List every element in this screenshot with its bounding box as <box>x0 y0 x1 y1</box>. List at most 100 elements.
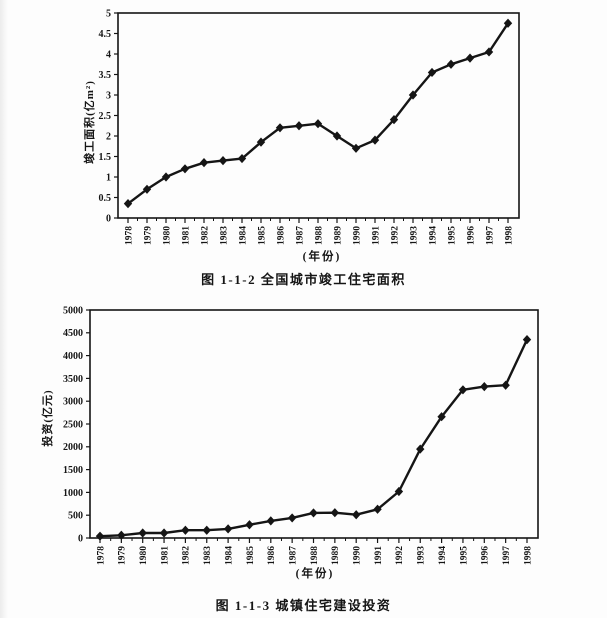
x-tick-label: 1990 <box>353 546 363 565</box>
x-tick-label: 1978 <box>124 226 134 245</box>
x-tick-label: 1988 <box>310 546 320 565</box>
data-point-marker <box>427 67 437 78</box>
y-tick-label: 2500 <box>63 419 83 430</box>
x-tick-label: 1987 <box>288 546 298 565</box>
data-point-marker <box>522 335 532 345</box>
x-tick-label: 1992 <box>390 226 400 245</box>
page-edge-shadow <box>0 0 8 618</box>
x-tick-label: 1982 <box>182 546 192 565</box>
x-tick-label: 1979 <box>143 226 153 245</box>
data-point-marker <box>142 184 152 194</box>
data-point-marker <box>389 115 399 125</box>
x-tick-label: 1989 <box>333 226 343 245</box>
data-point-marker <box>370 135 380 145</box>
plot-border <box>117 12 520 219</box>
data-point-marker <box>309 508 318 518</box>
y-tick-label: 2.5 <box>99 111 112 122</box>
data-point-marker <box>446 59 456 69</box>
data-point-marker <box>161 172 171 182</box>
data-point-marker <box>313 119 323 129</box>
y-tick-label: 1500 <box>63 465 83 476</box>
x-tick-label: 1996 <box>466 226 476 245</box>
y-tick-label: 3 <box>106 90 111 101</box>
data-point-marker <box>501 380 510 390</box>
x-tick-label: 1986 <box>276 226 286 245</box>
data-point-marker <box>237 153 247 164</box>
x-axis-unit-label-year-top: (年份) <box>302 251 342 263</box>
data-point-marker <box>266 516 275 526</box>
y-tick-label: 2 <box>106 131 111 142</box>
x-tick-label: 1995 <box>447 226 457 245</box>
y-tick-label: 4500 <box>63 328 83 339</box>
x-tick-label: 1996 <box>481 546 491 565</box>
data-point-marker <box>245 520 254 530</box>
y-tick-label: 3500 <box>63 374 83 385</box>
x-tick-label: 1992 <box>395 546 405 565</box>
data-point-marker <box>223 524 233 534</box>
data-point-marker <box>480 382 489 392</box>
x-tick-label: 1981 <box>181 226 191 245</box>
data-point-marker <box>351 143 361 153</box>
data-point-marker <box>332 131 342 141</box>
x-tick-label: 1990 <box>352 226 362 245</box>
data-point-marker <box>95 531 105 541</box>
x-tick-label: 1978 <box>96 546 106 565</box>
data-line <box>126 22 510 205</box>
x-tick-label: 1985 <box>246 546 256 565</box>
x-tick-label: 1980 <box>162 226 172 245</box>
data-point-marker <box>408 90 418 100</box>
y-tick-label: 1 <box>106 172 111 183</box>
data-point-marker <box>256 137 266 147</box>
x-tick-label: 1985 <box>257 226 267 245</box>
data-point-marker <box>199 158 209 168</box>
y-tick-label: 0.5 <box>99 193 112 204</box>
y-tick-label: 0 <box>106 213 111 224</box>
data-point-marker <box>352 510 361 520</box>
data-point-marker <box>202 525 211 535</box>
y-tick-label: 1000 <box>63 488 83 499</box>
x-tick-label: 1981 <box>160 546 170 565</box>
x-tick-label: 1997 <box>502 546 512 565</box>
data-point-marker <box>330 508 340 518</box>
x-tick-label: 1998 <box>523 546 533 565</box>
y-tick-label: 500 <box>68 511 83 522</box>
x-tick-label: 1991 <box>374 546 384 565</box>
completed-area-chart: 0 0.5 1 1.5 2 2.5 3 3.5 4 4.5 5 1978 1979 1980 1981 198… <box>99 8 520 245</box>
x-tick-label: 1997 <box>485 226 495 245</box>
y-tick-label: 4000 <box>63 351 83 362</box>
data-point-marker <box>218 156 228 166</box>
x-axis-unit-label-year-bottom: (年份) <box>295 568 335 580</box>
x-tick-label: 1998 <box>504 226 514 245</box>
x-tick-label: 1984 <box>238 226 248 245</box>
y-axis-title-completed-area: 竣工面积(亿m²) <box>84 80 96 164</box>
x-tick-label: 1982 <box>200 226 210 245</box>
x-tick-label: 1993 <box>409 226 419 245</box>
data-point-marker <box>123 199 133 209</box>
x-tick-label: 1993 <box>417 546 427 565</box>
figure-caption-1-1-2: 图 1-1-2 全国城市竣工住宅面积 <box>201 272 406 287</box>
data-point-marker <box>484 47 494 57</box>
figure-caption-1-1-3: 图 1-1-3 城镇住宅建设投资 <box>215 598 392 613</box>
x-tick-label: 1994 <box>428 226 438 245</box>
x-tick-label: 1988 <box>314 226 324 245</box>
y-tick-label: 4.5 <box>99 29 112 40</box>
x-tick-label: 1989 <box>331 546 341 565</box>
y-tick-label: 2000 <box>63 442 83 453</box>
data-point-marker <box>503 18 513 28</box>
x-tick-label: 1995 <box>459 546 469 565</box>
data-point-marker <box>294 121 304 131</box>
data-point-marker <box>275 123 285 133</box>
data-point-marker <box>180 164 190 174</box>
x-tick-label: 1983 <box>203 546 213 565</box>
y-tick-label: 3.5 <box>99 70 112 81</box>
x-tick-label: 1984 <box>224 546 234 565</box>
data-point-marker <box>465 53 475 63</box>
data-point-marker <box>159 528 169 538</box>
y-axis-title-investment: 投资(亿元) <box>42 389 54 447</box>
plot-border <box>89 309 539 539</box>
data-point-marker <box>287 513 297 523</box>
y-tick-label: 3000 <box>63 397 83 408</box>
x-tick-label: 1994 <box>438 546 448 565</box>
x-tick-label: 1979 <box>118 546 128 565</box>
